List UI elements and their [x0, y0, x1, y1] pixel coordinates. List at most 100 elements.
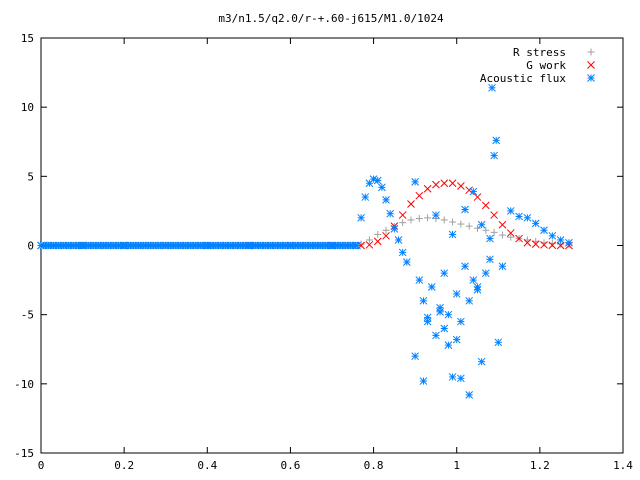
g-work-point: [481, 201, 490, 210]
acoustic-flux-point: [390, 225, 399, 233]
r-stress-point: [440, 216, 448, 224]
r-stress-point: [399, 219, 407, 227]
acoustic-flux-point: [444, 310, 453, 319]
legend-label: R stress: [513, 46, 566, 59]
acoustic-flux-point: [361, 193, 370, 201]
r-stress-point: [407, 216, 415, 224]
r-stress-point: [507, 233, 515, 241]
acoustic-flux-point: [452, 335, 461, 344]
acoustic-flux-point: [492, 136, 501, 145]
g-work-point: [440, 179, 449, 188]
acoustic-flux-point: [440, 269, 449, 278]
acoustic-flux-point: [427, 283, 436, 291]
r-stress-point: [474, 224, 481, 232]
x-tick-label: 1.2: [530, 459, 550, 472]
x-tick-label: 0.2: [114, 459, 134, 472]
acoustic-flux-point: [494, 338, 503, 347]
acoustic-flux-point: [444, 341, 453, 349]
x-tick-label: 0.4: [197, 459, 217, 472]
acoustic-flux-point: [357, 213, 365, 222]
acoustic-flux-point: [477, 220, 486, 229]
r-stress-point: [498, 231, 506, 239]
legend-marker: [587, 48, 595, 56]
acoustic-flux-point: [469, 187, 478, 196]
acoustic-flux-point: [378, 183, 386, 192]
acoustic-flux-point: [419, 296, 428, 305]
y-tick-label: -5: [21, 309, 34, 322]
acoustic-flux-point: [488, 83, 496, 92]
g-work-point: [415, 191, 424, 200]
g-work-point: [382, 231, 390, 240]
acoustic-flux-point: [436, 308, 444, 316]
acoustic-flux-point: [461, 262, 469, 271]
acoustic-flux-point: [473, 285, 482, 294]
g-work-point: [432, 180, 440, 189]
r-stress-point: [465, 222, 473, 230]
r-stress-point: [365, 236, 373, 244]
acoustic-flux-point: [448, 373, 457, 381]
acoustic-flux-point: [556, 236, 565, 244]
g-work-point: [448, 179, 457, 188]
x-tick-label: 1.4: [613, 459, 633, 472]
y-tick-label: -10: [14, 378, 34, 391]
x-tick-label: 0: [38, 459, 45, 472]
acoustic-flux-point: [465, 391, 474, 399]
g-work-point: [556, 241, 565, 250]
g-work-point: [457, 182, 465, 190]
acoustic-flux-point: [515, 212, 523, 221]
acoustic-flux-point: [415, 276, 424, 284]
axis-tick-labels: 0 0.2 0.4 0.6 0.8 1 1.2 1.4 -15 -10 -5 0 5 10 15: [14, 32, 633, 472]
acoustic-flux-point: [548, 231, 557, 240]
legend-label: G work: [526, 59, 566, 72]
y-tick-label: 5: [27, 170, 34, 183]
chart-title: m3/n1.5/q2.0/r-+.60-j615/M1.0/1024: [218, 12, 444, 25]
g-work-point: [531, 240, 540, 248]
g-work-point: [506, 229, 515, 237]
x-tick-label: 1: [453, 459, 460, 472]
acoustic-flux-point: [440, 324, 449, 333]
acoustic-flux-point: [382, 195, 390, 204]
acoustic-flux-baseline-point: [351, 241, 360, 250]
acoustic-flux-point: [419, 377, 428, 385]
legend-marker: [587, 74, 595, 82]
x-tick-label: 0.6: [280, 459, 300, 472]
acoustic-flux-point: [448, 230, 457, 239]
acoustic-flux-point: [432, 211, 440, 219]
g-work-point: [498, 220, 507, 229]
acoustic-flux-point: [523, 213, 532, 222]
acoustic-flux-point: [490, 151, 498, 160]
acoustic-flux-point: [506, 207, 515, 215]
r-stress-point: [424, 214, 432, 222]
g-work-point: [548, 241, 557, 250]
g-work-point: [523, 238, 532, 247]
legend-marker: [587, 61, 595, 69]
acoustic-flux-point: [461, 205, 469, 214]
r-stress-point: [449, 218, 457, 226]
acoustic-flux-point: [565, 238, 573, 247]
acoustic-flux-point: [531, 219, 540, 228]
r-stress-point: [457, 220, 465, 228]
acoustic-flux-point: [373, 176, 382, 185]
g-work-point: [365, 240, 374, 249]
g-work-point: [398, 211, 407, 219]
y-tick-label: -15: [14, 447, 34, 460]
acoustic-flux-point: [540, 226, 548, 235]
acoustic-flux-point: [481, 269, 490, 278]
g-work-point: [515, 234, 523, 243]
x-tick-label: 0.8: [364, 459, 384, 472]
acoustic-flux-point: [469, 276, 478, 284]
acoustic-flux-point: [465, 296, 474, 305]
y-tick-label: 10: [21, 101, 34, 114]
y-tick-label: 15: [21, 32, 34, 45]
g-work-point: [465, 186, 474, 195]
acoustic-flux-point: [402, 258, 411, 266]
g-work-point: [407, 200, 415, 208]
acoustic-flux-point: [398, 248, 407, 257]
acoustic-flux-point: [452, 290, 461, 298]
acoustic-flux-point: [411, 352, 419, 361]
g-work-point: [473, 193, 482, 201]
legend-label: Acoustic flux: [480, 72, 566, 85]
g-work-point: [490, 211, 498, 219]
